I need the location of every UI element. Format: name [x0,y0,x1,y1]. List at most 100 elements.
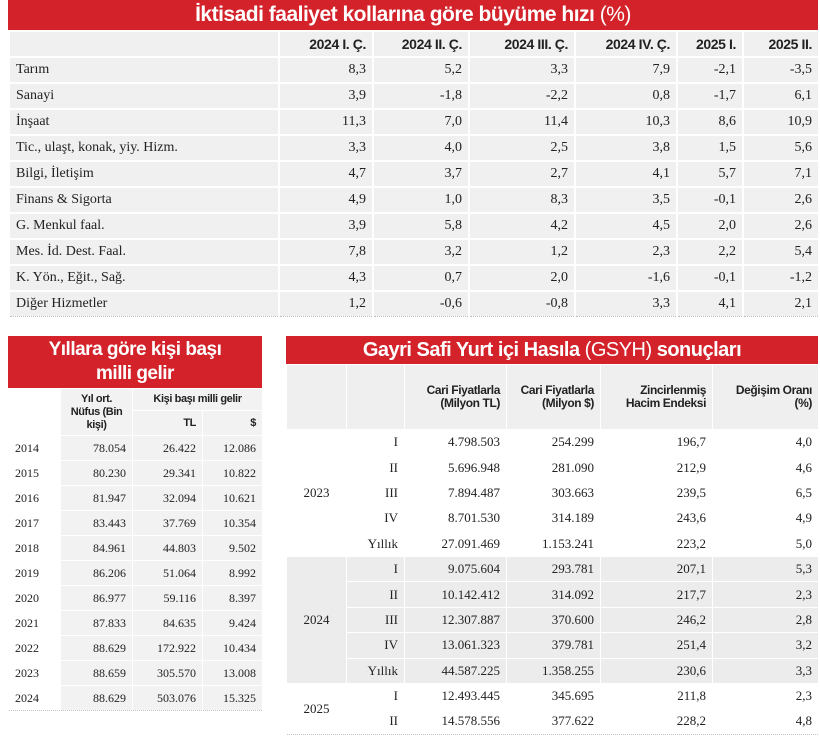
value-cell: 5,0 [712,530,818,557]
title-end: sonuçları [651,339,742,361]
growth-table: 2024 I. Ç. 2024 II. Ç. 2024 III. Ç. 2024 IV… [8,30,818,317]
value-cell: 78.054 [60,435,133,461]
data-row: G. Menkul faal. 3,9 5,8 4,2 4,5 2,0 2,6 [8,212,818,240]
value-cell: 7,9 [574,56,678,84]
header-cell: 2024 IV. Ç. [574,30,678,58]
value-cell: 4,1 [676,290,744,317]
row-label: Tic., ulaşt, konak, yiy. Hizm. [8,134,280,162]
value-cell: 0,8 [574,82,678,110]
value-cell: 5,8 [372,212,470,240]
value-cell: 4,6 [712,454,818,481]
header-cell: 2024 III. Ç. [468,30,576,58]
data-row: Yıllık 44.587.225 1.358.255 230,6 3,3 [287,657,818,684]
value-cell: 8.397 [201,585,262,611]
value-cell: 10,3 [574,108,678,136]
period-cell: III [346,606,405,634]
value-cell: 4,3 [278,264,374,292]
year-cell: 2019 [8,560,61,586]
data-row: K. Yön., Eğit., Sağ. 4,3 0,7 2,0 -1,6 -0,1 -1,… [8,264,818,292]
value-cell: 377.622 [506,708,601,735]
value-cell: 230,6 [600,657,713,684]
value-cell: 5,7 [676,160,744,188]
value-cell: 2,0 [468,264,576,292]
row-label: Bilgi, İletişim [8,160,280,188]
value-cell: 7,8 [278,238,374,266]
period-cell: Yıllık [346,657,405,684]
year-cell: 2017 [8,510,61,536]
value-cell: 83.443 [60,510,133,536]
value-cell: 303.663 [506,479,601,507]
value-cell: 8,3 [468,186,576,214]
data-row: Bilgi, İletişim 4,7 3,7 2,7 4,1 5,7 7,1 [8,160,818,188]
header-row: Yıl ort. Nüfus (Bin kişi) Kişi başı milli… [8,388,262,436]
year-cell: 2022 [8,635,61,661]
data-row: II 14.578.556 377.622 228,2 4,8 [287,708,818,735]
data-row: Yıllık 27.091.469 1.153.241 223,2 5,0 [287,530,818,557]
value-cell: 88.659 [60,660,133,686]
title-abbr: (GSYH) [584,339,653,361]
period-cell: II [346,454,405,481]
value-cell: 11,4 [468,108,576,136]
data-row: 2020 86.977 59.116 8.397 [8,585,262,611]
data-row: 2015 80.230 29.341 10.822 [8,460,262,486]
data-row: III 7.894.487 303.663 239,5 6,5 [287,479,818,507]
value-cell: -0,8 [468,290,576,317]
value-cell: 27.091.469 [404,530,507,557]
value-cell: 239,5 [600,479,713,507]
header-cell: 2025 I. [676,30,744,58]
header-cell: TL [132,410,203,436]
value-cell: 10,9 [742,108,818,136]
value-cell: 2,8 [712,606,818,634]
value-cell: 2,3 [712,581,818,608]
value-cell: 3,7 [372,160,470,188]
value-cell: 281.090 [506,454,601,481]
data-row: 2018 84.961 44.803 9.502 [8,535,262,561]
value-cell: -2,2 [468,82,576,110]
period-cell: IV [346,632,405,659]
value-cell: 4,1 [574,160,678,188]
value-cell: 12.307.887 [404,606,507,634]
value-cell: 1.153.241 [506,530,601,557]
period-cell: Yıllık [346,530,405,557]
value-cell: 37.769 [132,510,203,536]
data-row: Tic., ulaşt, konak, yiy. Hizm. 3,3 4,0 2,5 3… [8,134,818,162]
data-row: 2022 88.629 172.922 10.434 [8,635,262,661]
value-cell: 2,5 [468,134,576,162]
value-cell: 29.341 [132,460,203,486]
header-cell: $ [201,410,262,436]
data-row: IV 13.061.323 379.781 251,4 3,2 [287,632,818,659]
year-cell: 2015 [8,460,61,486]
value-cell: 44.803 [132,535,203,561]
value-cell: 1.358.255 [506,657,601,684]
header-row: 2024 I. Ç. 2024 II. Ç. 2024 III. Ç. 2024 IV… [8,30,818,58]
value-cell: 3,9 [278,82,374,110]
header-cell: Cari Fiyatlarla (Milyon TL) [404,364,507,430]
row-label: Mes. İd. Dest. Faal. [8,238,280,266]
value-cell: 8,6 [676,108,744,136]
value-cell: 207,1 [600,555,713,583]
value-cell: 228,2 [600,708,713,735]
value-cell: 8,3 [278,56,374,84]
value-cell: 4,0 [712,428,818,456]
row-label: K. Yön., Eğit., Sağ. [8,264,280,292]
value-cell: 9.502 [201,535,262,561]
value-cell: 4,8 [712,708,818,735]
value-cell: 2,7 [468,160,576,188]
value-cell: 5,3 [712,555,818,583]
income-table: Yıl ort. Nüfus (Bin kişi) Kişi başı milli… [8,388,262,711]
period-cell: IV [346,505,405,532]
header-row: TL $ [9,410,262,436]
value-cell: 10.142.412 [404,581,507,608]
value-cell: 44.587.225 [404,657,507,684]
value-cell: 5,2 [372,56,470,84]
value-cell: 1,5 [676,134,744,162]
data-row: Diğer Hizmetler 1,2 -0,6 -0,8 3,3 4,1 2,1 [8,290,818,317]
value-cell: 3,3 [468,56,576,84]
value-cell: 3,8 [574,134,678,162]
value-cell: 88.629 [60,685,133,711]
value-cell: 5,4 [742,238,818,266]
value-cell: 345.695 [506,682,601,710]
value-cell: 223,2 [600,530,713,557]
value-cell: 15.325 [201,685,262,711]
